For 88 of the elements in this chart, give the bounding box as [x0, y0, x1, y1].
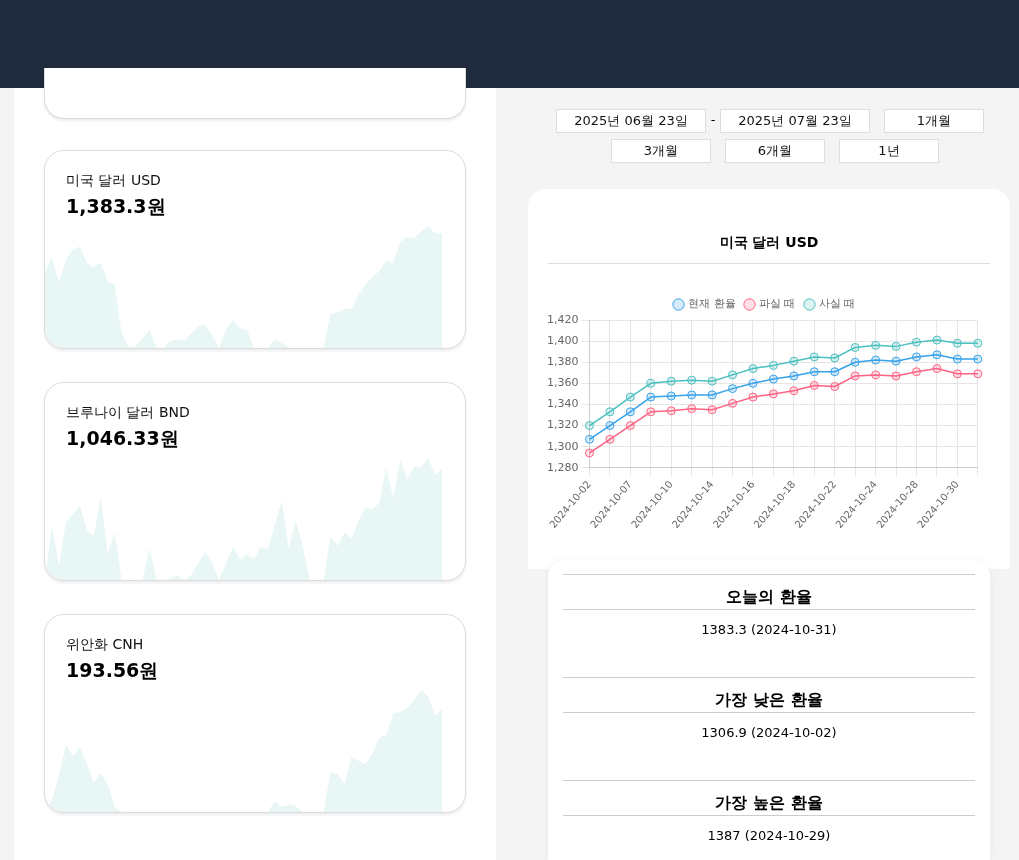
y-tick-label: 1,380 — [546, 355, 579, 369]
legend-label: 사실 때 — [819, 297, 856, 311]
point — [625, 407, 635, 417]
point — [768, 360, 778, 370]
point — [748, 364, 758, 374]
chart-title: 위안화 CNH — [66, 636, 144, 652]
point — [748, 378, 758, 388]
legend-label: 파실 때 — [759, 297, 796, 311]
point — [687, 404, 697, 414]
point — [789, 356, 799, 366]
point — [850, 357, 860, 367]
point — [687, 375, 697, 385]
text: - — [710, 112, 716, 127]
point — [666, 391, 676, 401]
point — [748, 392, 758, 402]
text: 2025년 07월 23일 — [738, 112, 852, 130]
point — [830, 353, 840, 363]
y-tick-label: 1,420 — [546, 312, 579, 326]
point — [891, 371, 901, 381]
point — [605, 407, 615, 417]
point — [952, 354, 962, 364]
chart-title: 미국 달러 USD — [66, 172, 161, 188]
text: 오늘의 환율 — [726, 587, 812, 606]
point — [605, 434, 615, 444]
point — [830, 367, 840, 377]
point — [952, 338, 962, 348]
point — [973, 338, 983, 348]
point — [625, 421, 635, 431]
point — [728, 398, 738, 408]
point — [646, 392, 656, 402]
point — [666, 406, 676, 416]
chart-subtitle: 1,383.3원 — [66, 195, 166, 217]
point — [707, 405, 717, 415]
text: 1개월 — [916, 112, 952, 130]
text: 1387 (2024-10-29) — [707, 828, 831, 843]
text: 1306.9 (2024-10-02) — [701, 725, 837, 740]
point — [789, 386, 799, 396]
point — [911, 367, 921, 377]
point — [646, 407, 656, 417]
point — [911, 337, 921, 347]
point — [687, 390, 697, 400]
point — [911, 352, 921, 362]
point — [973, 354, 983, 364]
text: 6개월 — [757, 142, 793, 160]
point — [932, 364, 942, 374]
point — [871, 355, 881, 365]
chart-subtitle: 193.56원 — [66, 659, 159, 681]
point — [952, 369, 962, 379]
point — [830, 382, 840, 391]
text: 가장 낮은 환율 — [715, 690, 823, 709]
y-tick-label: 1,320 — [546, 418, 579, 432]
point — [789, 371, 799, 381]
y-tick-label: 1,340 — [546, 397, 579, 411]
point — [891, 356, 901, 366]
point — [809, 367, 819, 377]
text: 1년 — [878, 142, 900, 160]
chart-title: 미국 달러 USD — [719, 234, 819, 250]
y-tick-label: 1,280 — [546, 460, 579, 474]
point — [768, 389, 778, 399]
text: 1383.3 (2024-10-31) — [701, 622, 837, 637]
point — [625, 392, 635, 402]
point — [871, 340, 881, 350]
chart-subtitle: 1,046.33원 — [66, 427, 179, 449]
point — [850, 371, 860, 381]
legend-label: 현재 환율 — [688, 297, 736, 311]
text: 3개월 — [643, 142, 679, 160]
point — [768, 374, 778, 384]
y-tick-label: 1,300 — [546, 439, 579, 453]
point — [809, 352, 819, 362]
point — [871, 370, 881, 380]
y-tick-label: 1,360 — [546, 376, 579, 390]
point — [973, 369, 983, 379]
point — [932, 335, 942, 345]
point — [605, 421, 615, 431]
point — [850, 342, 860, 352]
point — [646, 378, 656, 388]
point — [932, 350, 942, 360]
text: 가장 높은 환율 — [715, 793, 823, 812]
point — [707, 376, 717, 386]
point — [809, 380, 819, 390]
y-tick-label: 1,400 — [546, 333, 579, 347]
chart-title: 브루나이 달러 BND — [66, 404, 190, 420]
point — [728, 370, 738, 380]
text: 2025년 06월 23일 — [574, 112, 688, 130]
point — [728, 384, 738, 394]
point — [707, 390, 717, 400]
point — [891, 341, 901, 351]
point — [666, 376, 676, 386]
